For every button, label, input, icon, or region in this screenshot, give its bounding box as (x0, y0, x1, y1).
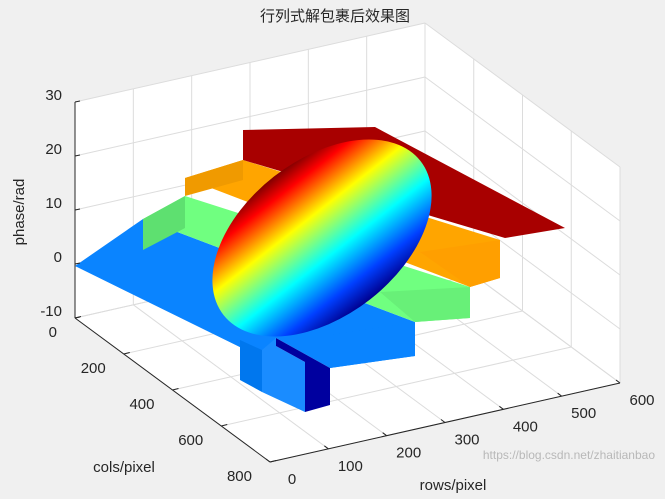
z-tick-label: -10 (40, 303, 62, 320)
chart-title: 行列式解包裹后效果图 (260, 8, 410, 25)
x-tick-label: 0 (288, 471, 296, 488)
z-axis-label: phase/rad (11, 179, 28, 246)
x-tick (265, 458, 271, 463)
x-tick-label: 600 (629, 392, 654, 409)
y-tick (74, 316, 82, 319)
y-axis-label: cols/pixel (93, 459, 155, 476)
y-tick (269, 460, 277, 463)
grid-line (424, 76, 621, 222)
grid-line (424, 130, 621, 276)
surface-dome (212, 139, 432, 337)
y-tick (221, 424, 228, 427)
z-tick-label: 10 (45, 195, 62, 212)
grid-line (424, 22, 621, 168)
z-tick (74, 154, 81, 157)
x-tick (557, 392, 562, 397)
y-tick-label: 0 (49, 324, 57, 341)
surface (75, 127, 565, 412)
surface-wall (240, 340, 262, 392)
surface-wall (262, 338, 305, 412)
x-tick-label: 100 (338, 458, 363, 475)
y-tick-label: 600 (178, 432, 203, 449)
y-tick (172, 388, 179, 391)
y-tick (123, 352, 130, 355)
x-tick-label: 400 (513, 418, 538, 435)
x-tick (499, 405, 504, 410)
surface-wall (420, 240, 500, 287)
z-tick-label: 30 (45, 87, 62, 104)
x-tick (382, 432, 387, 437)
x-axis-label: rows/pixel (420, 477, 487, 494)
y-tick-label: 800 (227, 468, 252, 485)
grid-line (221, 346, 572, 427)
surface-wall (143, 196, 185, 250)
y-tick-label: 200 (81, 360, 106, 377)
x-tick (615, 379, 621, 384)
surface-wall (330, 322, 415, 368)
grid-line (74, 76, 426, 157)
x-tick-label: 200 (396, 445, 421, 462)
x-tick-label: 300 (454, 431, 479, 448)
y-tick-label: 400 (129, 396, 154, 413)
z-tick (74, 262, 81, 265)
surface-trough (276, 338, 330, 412)
watermark: https://blog.csdn.net/zhaitianbao (483, 448, 655, 462)
x-tick (440, 419, 446, 423)
z-tick (74, 100, 81, 103)
z-tick-label: 20 (45, 141, 62, 158)
z-tick (74, 208, 81, 211)
x-tick (324, 445, 329, 450)
grid-line (74, 22, 426, 103)
z-tick-label: 0 (54, 249, 62, 266)
surface-wall (380, 287, 470, 322)
surface-wall (185, 160, 243, 196)
x-tick-label: 500 (571, 405, 596, 422)
